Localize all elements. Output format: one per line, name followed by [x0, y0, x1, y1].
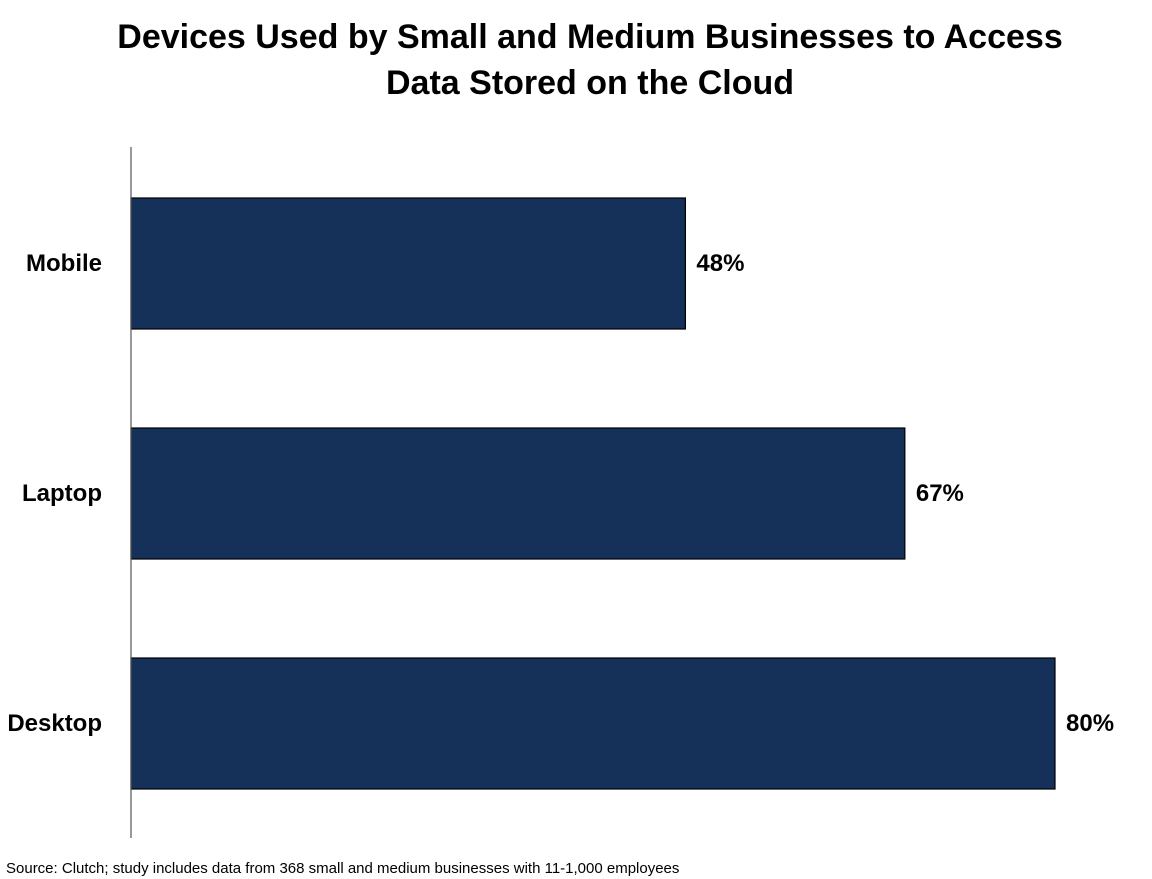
data-label-mobile: 48% — [696, 250, 744, 277]
category-label-laptop: Laptop — [22, 480, 102, 507]
bar-laptop — [130, 427, 906, 560]
chart-title: Devices Used by Small and Medium Busines… — [117, 18, 1063, 102]
data-label-desktop: 80% — [1066, 710, 1114, 737]
category-label-mobile: Mobile — [26, 250, 102, 277]
data-label-laptop: 67% — [916, 480, 964, 507]
source-note: Source: Clutch; study includes data from… — [6, 860, 680, 877]
bar-desktop — [130, 657, 1056, 790]
bar-mobile — [130, 197, 687, 330]
category-label-desktop: Desktop — [7, 710, 102, 737]
